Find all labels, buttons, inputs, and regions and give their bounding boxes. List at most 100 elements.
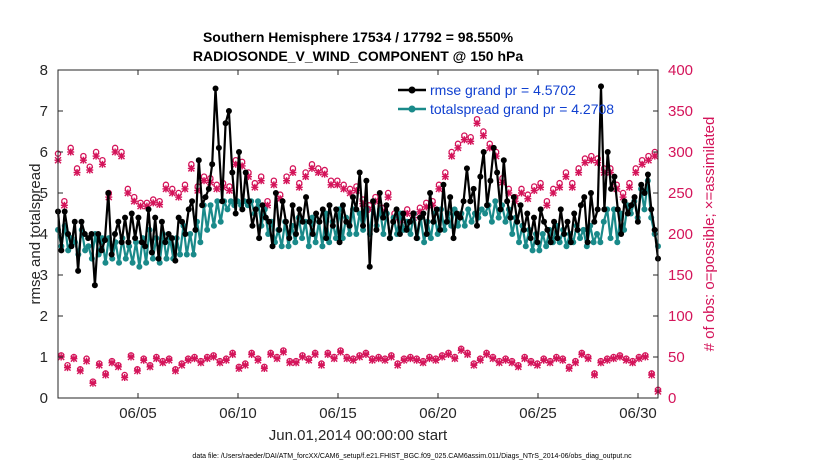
rmse-point <box>75 267 82 274</box>
obs-assimilated-point <box>64 364 72 372</box>
rmse-point <box>276 226 283 233</box>
rmse-point <box>316 218 323 225</box>
chart-subtitle: RADIOSONDE_V_WIND_COMPONENT @ 150 hPa <box>193 48 523 64</box>
obs-assimilated-point <box>178 361 186 369</box>
obs-assimilated-point <box>571 359 579 367</box>
totalspread-point <box>478 206 485 213</box>
rmse-point <box>457 214 464 221</box>
rmse-point <box>473 222 480 229</box>
totalspread-point <box>577 235 584 242</box>
rmse-point <box>574 226 581 233</box>
rmse-point <box>81 231 88 237</box>
rmse-point <box>239 206 246 213</box>
rmse-point <box>517 202 524 209</box>
obs-assimilated-point <box>254 356 262 364</box>
obs-assimilated-point <box>384 193 392 201</box>
obs-assimilated-point <box>302 173 310 181</box>
obs-assimilated-point <box>632 169 640 176</box>
obs-assimilated-point <box>549 189 557 197</box>
obs-assimilated-point <box>435 185 443 193</box>
obs-assimilated-point <box>117 152 125 160</box>
totalspread-point <box>353 231 360 237</box>
totalspread-point <box>482 210 489 217</box>
obs-assimilated-point <box>159 359 167 367</box>
rmse-point <box>433 206 440 213</box>
totalspread-point <box>143 259 150 266</box>
totalspread-point <box>516 239 523 246</box>
obs-assimilated-point <box>381 356 389 364</box>
totalspread-point <box>427 235 434 242</box>
totalspread-point <box>492 198 499 205</box>
totalspread-point <box>65 247 72 254</box>
rmse-point <box>420 210 427 217</box>
rmse-point <box>125 239 132 246</box>
rmse-point <box>453 210 460 217</box>
y-right-tick-label: 100 <box>668 308 693 325</box>
rmse-point <box>91 282 98 289</box>
totalspread-point <box>217 218 224 225</box>
obs-assimilated-point <box>527 359 535 367</box>
obs-assimilated-point <box>308 164 316 172</box>
obs-assimilated-point <box>343 355 351 363</box>
y-left-tick-label: 3 <box>40 267 48 284</box>
obs-assimilated-point <box>559 356 567 364</box>
rmse-point <box>155 255 162 262</box>
obs-assimilated-point <box>610 355 618 363</box>
rmse-point <box>504 198 511 205</box>
totalspread-point <box>543 243 550 250</box>
rmse-point <box>614 206 621 213</box>
rmse-point <box>477 173 484 180</box>
obs-assimilated-point <box>197 359 205 367</box>
rmse-point <box>246 198 253 205</box>
totalspread-point <box>522 243 529 250</box>
totalspread-point <box>332 235 339 242</box>
rmse-point <box>61 208 68 215</box>
totalspread-point <box>319 243 326 250</box>
rmse-point <box>292 231 299 237</box>
obs-assimilated-point <box>222 356 230 364</box>
obs-assimilated-point <box>651 152 659 160</box>
rmse-point <box>423 231 430 237</box>
rmse-point <box>242 169 249 176</box>
rmse-point <box>584 239 591 246</box>
obs-assimilated-point <box>625 183 633 191</box>
obs-assimilated-point <box>622 356 630 364</box>
rmse-point <box>118 239 125 246</box>
obs-assimilated-point <box>591 371 599 379</box>
rmse-point <box>497 206 504 213</box>
rmse-point <box>530 214 537 221</box>
rmse-point <box>380 214 387 221</box>
totalspread-point <box>136 263 143 270</box>
rmse-point <box>591 218 598 225</box>
totalspread-point <box>190 251 197 258</box>
rmse-series <box>55 83 661 289</box>
obs-assimilated-point <box>448 152 456 160</box>
rmse-point <box>363 177 370 184</box>
rmse-point <box>168 235 175 242</box>
obs-assimilated-point <box>98 160 106 168</box>
obs-assimilated-point <box>270 181 278 189</box>
rmse-point <box>225 108 232 114</box>
rmse-point <box>376 190 383 196</box>
rmse-point <box>608 185 615 192</box>
rmse-point <box>544 226 551 233</box>
rmse-point <box>269 243 276 250</box>
rmse-point <box>386 235 393 242</box>
rmse-point <box>142 243 149 250</box>
rmse-point <box>541 218 548 225</box>
totalspread-point <box>163 255 170 262</box>
obs-assimilated-point <box>305 356 313 364</box>
obs-assimilated-point <box>127 353 135 361</box>
obs-assimilated-point <box>537 183 545 191</box>
obs-assimilated-point <box>165 356 173 364</box>
obs-assimilated-point <box>184 356 192 364</box>
x-tick-label: 06/20 <box>419 405 457 422</box>
x-tick-label: 06/10 <box>219 405 257 422</box>
rmse-point <box>172 257 179 264</box>
data-file-footnote: data file: /Users/raeder/DAI/ATM_forcXX/… <box>192 453 632 460</box>
obs-assimilated-point <box>533 361 541 369</box>
obs-assimilated-point <box>171 367 179 375</box>
y-left-tick-label: 7 <box>40 103 48 120</box>
totalspread-point <box>465 206 472 213</box>
totalspread-point <box>600 218 607 225</box>
